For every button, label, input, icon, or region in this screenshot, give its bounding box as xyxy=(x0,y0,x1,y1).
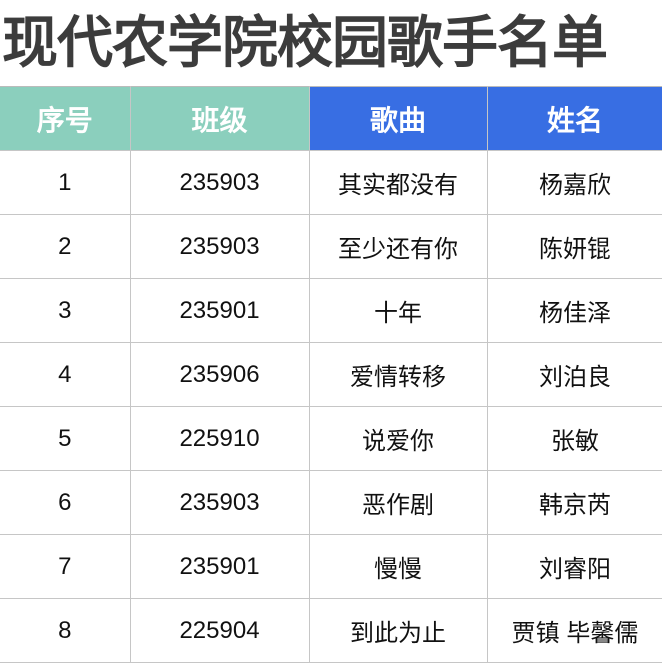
cell-class: 235906 xyxy=(129,342,310,407)
cell-class: 225904 xyxy=(129,598,310,663)
cell-class: 225910 xyxy=(129,406,310,471)
cell-class: 235903 xyxy=(129,470,310,535)
header-index: 序号 xyxy=(0,86,131,151)
cell-index: 6 xyxy=(0,470,131,535)
cell-class: 235901 xyxy=(129,534,310,599)
cell-index: 7 xyxy=(0,534,131,599)
header-class: 班级 xyxy=(129,86,310,151)
cell-name: 杨佳泽 xyxy=(486,278,662,343)
table-row: 4 235906 爱情转移 刘泊良 xyxy=(0,342,662,407)
table-row: 8 225904 到此为止 贾镇 毕馨儒 xyxy=(0,598,662,663)
cell-name: 陈妍锟 xyxy=(486,214,662,279)
header-song: 歌曲 xyxy=(308,86,488,151)
table-row: 5 225910 说爱你 张敏 xyxy=(0,406,662,471)
cell-class: 235903 xyxy=(129,214,310,279)
table-row: 3 235901 十年 杨佳泽 xyxy=(0,278,662,343)
cell-name: 刘泊良 xyxy=(486,342,662,407)
table-header-row: 序号 班级 歌曲 姓名 xyxy=(0,86,662,151)
singer-table: 序号 班级 歌曲 姓名 1 235903 其实都没有 杨嘉欣 2 235903 至少还有你陈… xyxy=(0,86,662,663)
page-title: 现代农学院校园歌手名单 xyxy=(2,11,608,76)
cell-index: 4 xyxy=(0,342,131,407)
cell-index: 2 xyxy=(0,214,131,279)
cell-name: 张敏 xyxy=(486,406,662,471)
table-row: 6 235903 恶作剧 韩京芮 xyxy=(0,470,662,535)
cell-class: 235903 xyxy=(129,150,310,215)
cell-song: 到此为止 xyxy=(308,598,488,663)
cell-song: 其实都没有 xyxy=(308,150,488,215)
cell-index: 3 xyxy=(0,278,131,343)
cell-song: 恶作剧 xyxy=(308,470,488,535)
cell-name: 杨嘉欣 xyxy=(486,150,662,215)
cell-index: 5 xyxy=(0,406,131,471)
cell-song: 说爱你 xyxy=(308,406,488,471)
table-row: 2 235903 至少还有你 陈妍锟 xyxy=(0,214,662,279)
cell-name: 贾镇 毕馨儒 xyxy=(486,598,662,663)
cell-index: 8 xyxy=(0,598,131,663)
cell-song: 十年 xyxy=(308,278,488,343)
table-row: 1 235903 其实都没有 杨嘉欣 xyxy=(0,150,662,215)
cell-name: 韩京芮 xyxy=(486,470,662,535)
cell-name: 刘睿阳 xyxy=(486,534,662,599)
cell-song: 爱情转移 xyxy=(308,342,488,407)
cell-class: 235901 xyxy=(129,278,310,343)
header-name: 姓名 xyxy=(486,86,662,151)
cell-song: 慢慢 xyxy=(308,534,488,599)
cell-index: 1 xyxy=(0,150,131,215)
table-row: 7 235901 慢慢 刘睿阳 xyxy=(0,534,662,599)
cell-song: 至少还有你 xyxy=(308,214,488,279)
